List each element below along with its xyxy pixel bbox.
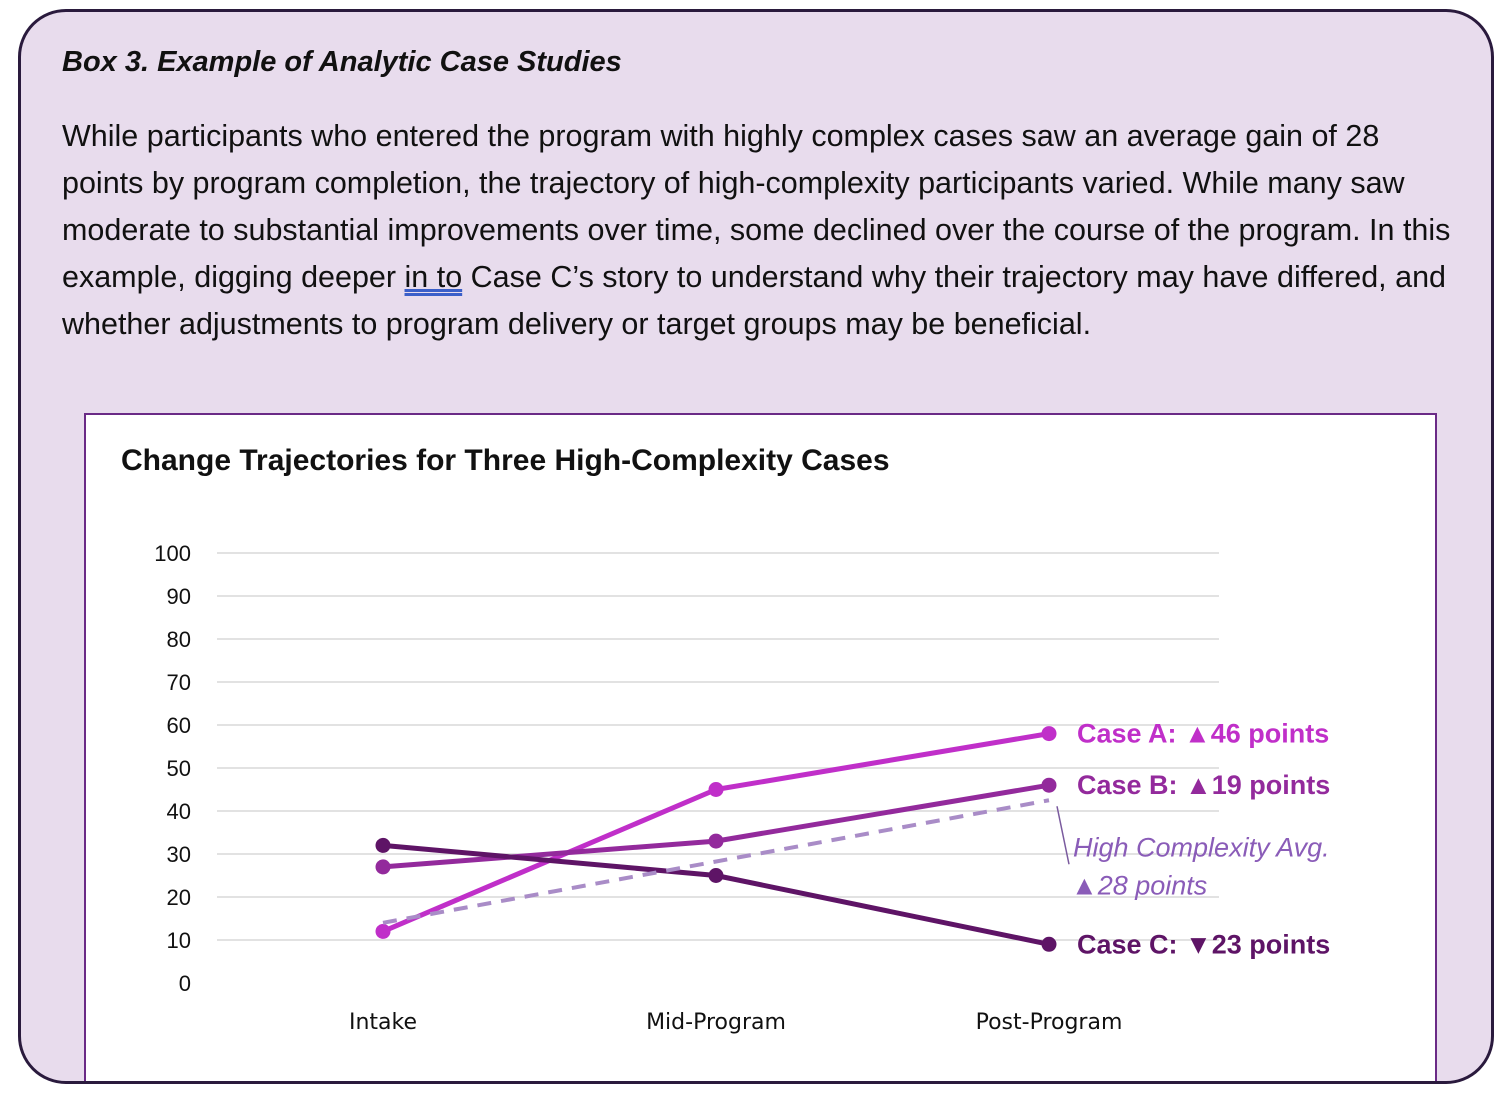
box-paragraph: While participants who entered the progr… xyxy=(62,113,1462,348)
y-tick-label-20: 20 xyxy=(167,885,191,910)
data-point-case-c-mid-program xyxy=(708,868,724,883)
box-paragraph-part-2: Case C’s story to understand why their t… xyxy=(62,260,1447,341)
analytic-case-box: Box 3. Example of Analytic Case Studies … xyxy=(18,9,1494,1084)
data-point-case-a-mid-program xyxy=(708,782,724,797)
avg-label-leader-line xyxy=(1056,806,1070,865)
y-tick-label-100: 100 xyxy=(154,541,191,566)
series-label-case-a: Case A: ▲46 points xyxy=(1077,719,1329,749)
data-point-case-b-mid-program xyxy=(708,833,724,849)
chart-title: Change Trajectories for Three High-Compl… xyxy=(121,444,890,477)
x-tick-label-intake: Intake xyxy=(349,1010,417,1035)
grid-layer: 0 10 20 30 40 50 60 70 80 90 100 Intake Mid-Program P… xyxy=(154,541,1219,1035)
x-tick-label-post-program: Post-Program xyxy=(976,1010,1123,1035)
box-paragraph-underlined: in to xyxy=(404,260,463,294)
data-point-case-a-intake xyxy=(375,923,391,939)
y-tick-label-50: 50 xyxy=(167,756,191,781)
data-point-case-a-post-program xyxy=(1041,726,1057,742)
labels-layer: Case A: ▲46 points Case B: ▲19 points Case… xyxy=(1056,719,1330,959)
y-tick-label-30: 30 xyxy=(167,842,191,867)
trajectory-chart: Change Trajectories for Three High-Compl… xyxy=(121,444,1330,1035)
series-label-case-b: Case B: ▲19 points xyxy=(1077,770,1330,800)
y-tick-label-40: 40 xyxy=(167,799,191,824)
box-paragraph-part-1: While participants who entered the progr… xyxy=(62,119,1451,294)
series-line-high-complexity-avg xyxy=(382,798,1050,925)
y-tick-label-60: 60 xyxy=(167,713,191,738)
lines-layer xyxy=(375,726,1057,952)
series-label-case-c: Case C: ▼23 points xyxy=(1077,929,1330,959)
y-tick-label-0: 0 xyxy=(179,971,191,996)
chart-frame: Change Trajectories for Three High-Compl… xyxy=(84,413,1437,1081)
y-tick-label-80: 80 xyxy=(167,627,191,652)
avg-label-line-2: ▲28 points xyxy=(1071,870,1207,900)
y-tick-label-90: 90 xyxy=(167,584,191,609)
y-tick-label-70: 70 xyxy=(167,670,191,695)
box-title: Box 3. Example of Analytic Case Studies xyxy=(62,46,622,78)
y-tick-label-10: 10 xyxy=(167,928,191,953)
data-point-case-b-post-program xyxy=(1041,777,1057,793)
data-point-case-b-intake xyxy=(375,859,391,875)
data-point-case-c-intake xyxy=(375,837,391,853)
data-point-case-c-post-program xyxy=(1041,936,1057,952)
x-tick-label-mid-program: Mid-Program xyxy=(646,1010,786,1035)
avg-label-line-1: High Complexity Avg. xyxy=(1073,832,1330,862)
series-line-case-a xyxy=(382,731,1050,934)
